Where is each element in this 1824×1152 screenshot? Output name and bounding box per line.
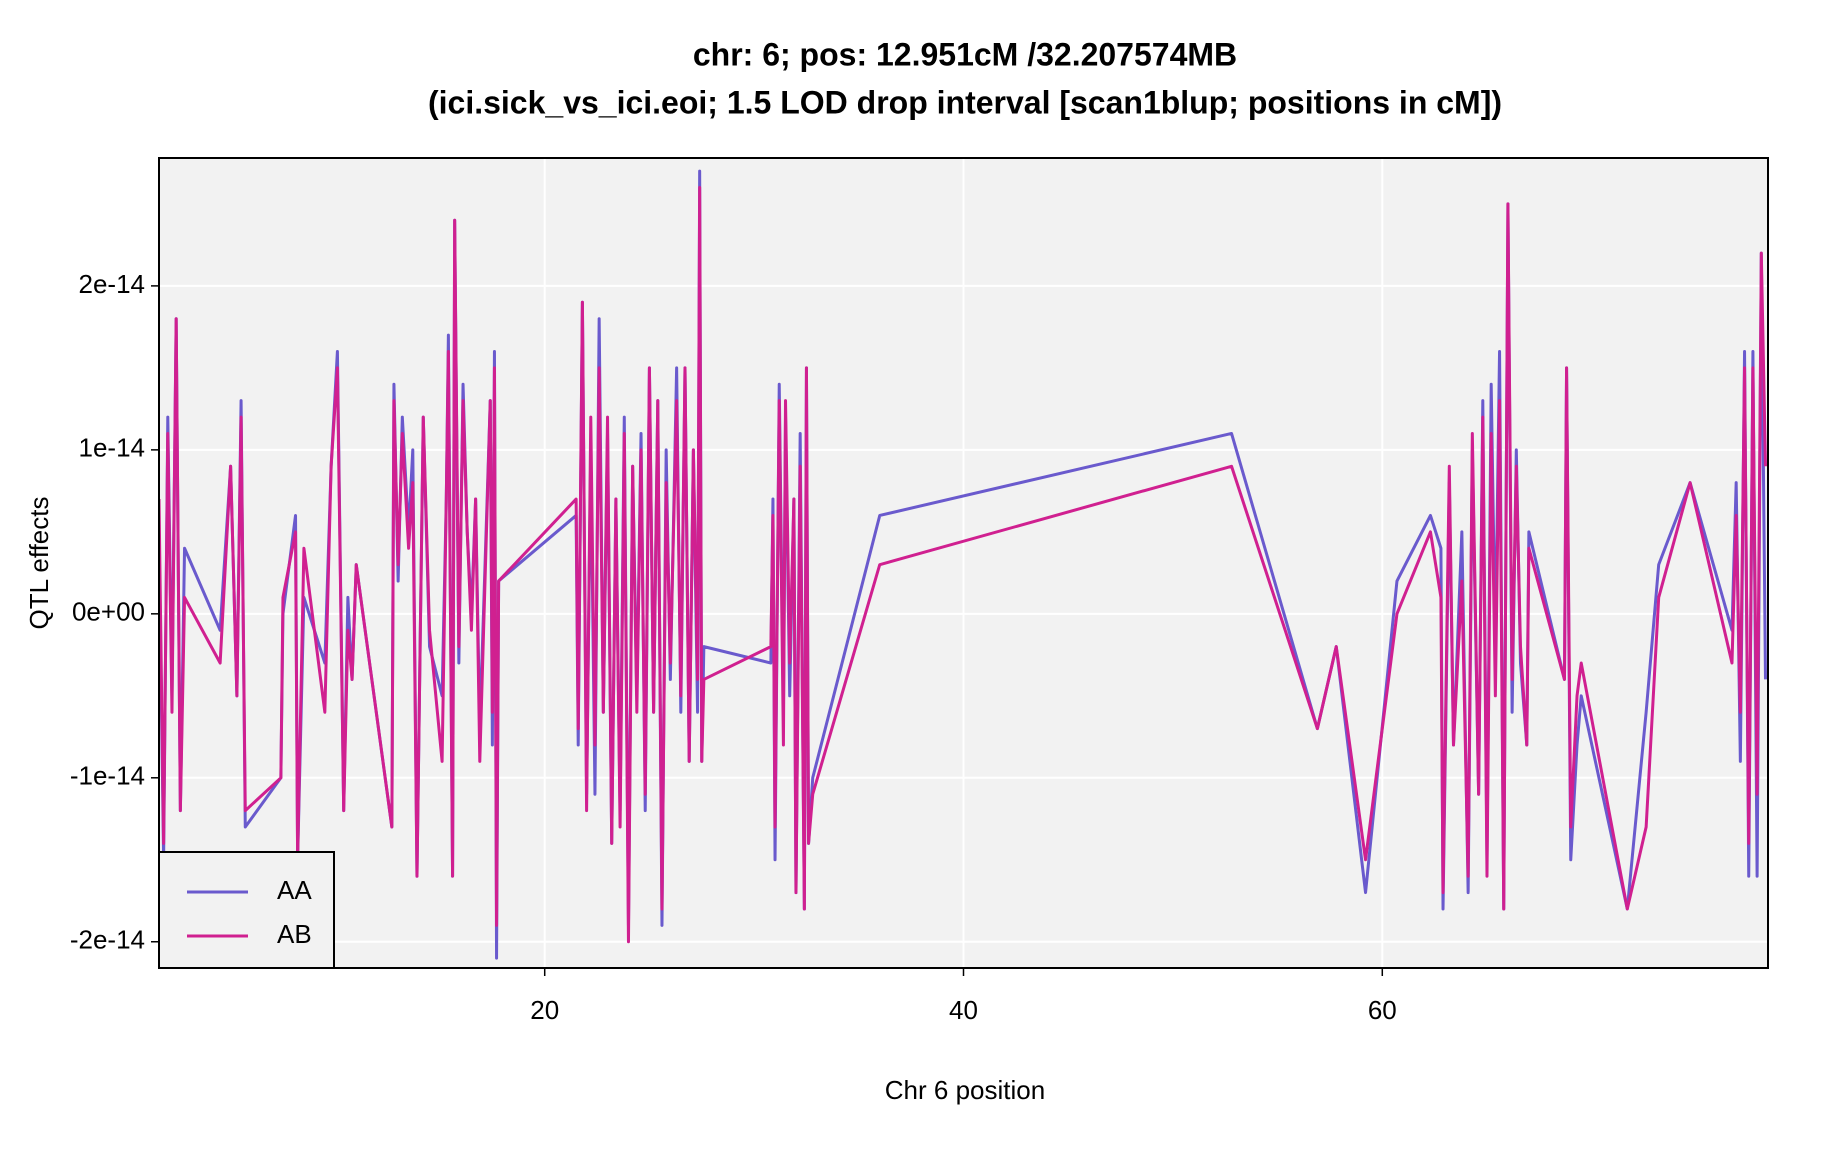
legend-label: AB [277, 919, 312, 949]
y-tick-label: -2e-14 [70, 925, 145, 955]
x-tick-label: 20 [530, 995, 559, 1025]
x-axis-label: Chr 6 position [885, 1075, 1045, 1105]
legend-box [158, 851, 335, 969]
y-tick-label: 1e-14 [79, 433, 146, 463]
legend: AA AB [158, 851, 335, 969]
legend-label: AA [277, 875, 312, 905]
y-tick-label: -1e-14 [70, 761, 145, 791]
lines [159, 169, 1767, 960]
x-tick-label: 40 [949, 995, 978, 1025]
x-tick-label: 60 [1368, 995, 1397, 1025]
y-tick-label: 2e-14 [79, 269, 146, 299]
chart-title: chr: 6; pos: 12.951cM /32.207574MB [693, 36, 1237, 72]
y-axis-label: QTL effects [24, 497, 54, 630]
series-line [159, 186, 1767, 944]
y-tick-label: 0e+00 [72, 597, 145, 627]
chart-subtitle: (ici.sick_vs_ici.eoi; 1.5 LOD drop inter… [428, 84, 1502, 120]
